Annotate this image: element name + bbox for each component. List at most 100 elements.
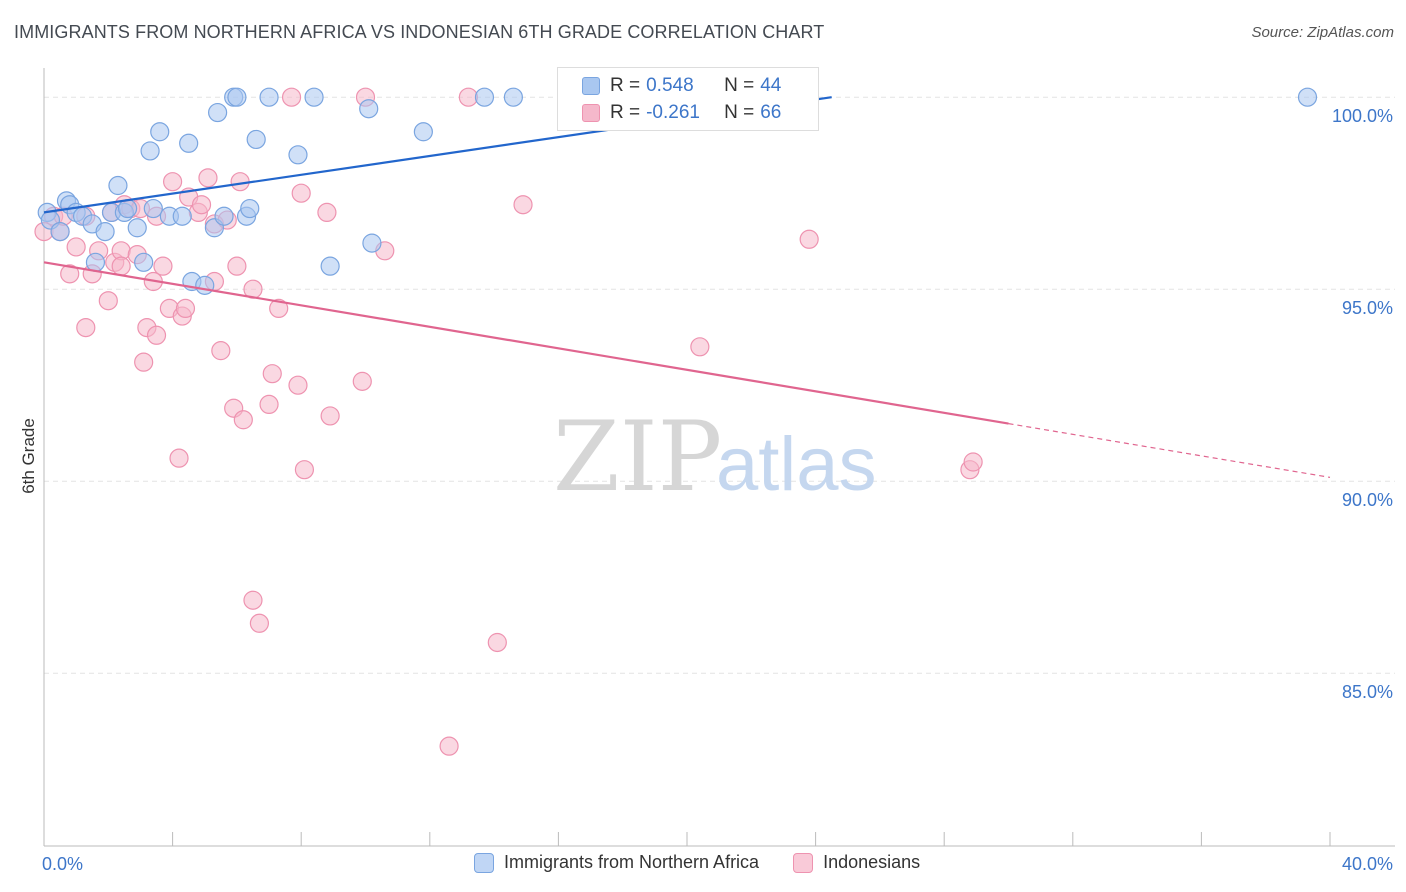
point-immigrants: [143, 198, 163, 219]
point-indonesians: [317, 202, 337, 222]
y-axis-title: 6th Grade: [19, 418, 38, 494]
point-indonesians: [230, 172, 250, 192]
point-indonesians: [66, 237, 86, 257]
x-tick-label-min: 0.0%: [42, 854, 83, 874]
axis-labels: 100.0% 95.0% 90.0% 85.0% 0.0% 40.0% 6th Grade: [19, 106, 1393, 874]
point-immigrants: [179, 133, 199, 153]
point-immigrants: [227, 87, 247, 107]
legend-n-label: N =: [724, 102, 755, 123]
watermark-atlas: atlas: [716, 422, 877, 507]
point-immigrants: [134, 252, 154, 272]
legend-row-blue: R = 0.548 N = 44: [582, 74, 781, 98]
point-immigrants: [108, 175, 128, 196]
y-tick-label: 100.0%: [1332, 106, 1393, 126]
point-indonesians: [281, 87, 302, 107]
y-tick-label: 90.0%: [1342, 490, 1393, 510]
point-indonesians: [690, 337, 710, 357]
point-immigrants: [503, 87, 523, 107]
legend-blue-r: 0.548: [646, 75, 694, 96]
point-indonesians: [259, 394, 279, 414]
point-indonesians: [288, 375, 308, 395]
point-immigrants: [95, 222, 115, 242]
trend-line-extension-pink: [1008, 423, 1331, 478]
point-indonesians: [799, 229, 819, 249]
point-indonesians: [249, 613, 270, 633]
point-indonesians: [163, 172, 183, 192]
point-immigrants: [474, 87, 495, 107]
trend-line-pink: [43, 261, 1009, 425]
point-indonesians: [169, 448, 189, 468]
point-indonesians: [352, 371, 372, 391]
point-indonesians: [98, 291, 118, 311]
point-indonesians: [487, 632, 507, 653]
point-immigrants: [359, 99, 379, 119]
point-immigrants: [195, 275, 215, 295]
point-immigrants: [150, 122, 170, 142]
legend-swatch-blue: [582, 77, 600, 95]
y-tick-label: 85.0%: [1342, 682, 1393, 702]
watermark: ZIP atlas: [553, 401, 877, 513]
point-immigrants: [50, 222, 70, 242]
point-indonesians: [963, 452, 983, 472]
point-immigrants: [214, 206, 234, 226]
point-indonesians: [76, 318, 96, 338]
point-indonesians: [227, 256, 247, 276]
legend-swatch-blue: [474, 852, 494, 873]
point-indonesians: [134, 352, 154, 372]
axes: [43, 68, 1395, 847]
point-immigrants: [362, 233, 382, 253]
legend-swatch-pink: [793, 852, 814, 873]
legend-pink-r: -0.261: [646, 102, 700, 123]
point-indonesians: [60, 264, 80, 284]
legend-r-label: R =: [610, 102, 641, 123]
point-indonesians: [269, 298, 289, 318]
point-indonesians: [513, 195, 533, 215]
point-indonesians: [320, 406, 340, 426]
point-immigrants: [246, 129, 266, 150]
chart-title: IMMIGRANTS FROM NORTHERN AFRICA VS INDON…: [14, 22, 825, 42]
point-indonesians: [262, 364, 282, 384]
legend-n-label: N =: [724, 75, 755, 96]
point-immigrants: [413, 122, 433, 142]
legend-label-indonesians: Indonesians: [823, 852, 921, 872]
source-label: Source: ZipAtlas.com: [1251, 24, 1394, 41]
point-immigrants: [117, 198, 138, 219]
point-immigrants: [208, 102, 228, 123]
point-immigrants: [1297, 87, 1318, 107]
point-indonesians: [111, 256, 131, 276]
legend-row-pink: R = -0.261 N = 66: [582, 101, 781, 125]
point-indonesians: [153, 256, 173, 276]
point-indonesians: [191, 195, 212, 215]
point-indonesians: [233, 410, 253, 430]
point-immigrants: [127, 218, 147, 238]
watermark-zip: ZIP: [553, 401, 722, 513]
point-immigrants: [240, 198, 260, 219]
point-immigrants: [140, 141, 160, 161]
correlation-legend: R = 0.548 N = 44 R = -0.261 N = 66: [557, 67, 819, 131]
point-indonesians: [198, 168, 218, 188]
legend-item-immigrants[interactable]: Immigrants from Northern Africa: [474, 852, 759, 873]
point-indonesians: [243, 590, 263, 610]
point-immigrants: [85, 252, 106, 272]
legend-pink-n: 66: [760, 102, 782, 123]
series-legend: Immigrants from Northern Africa Indonesi…: [474, 852, 954, 873]
point-indonesians: [211, 341, 231, 361]
legend-label-immigrants: Immigrants from Northern Africa: [504, 852, 760, 872]
x-tick-label-max: 40.0%: [1342, 854, 1393, 874]
legend-blue-n: 44: [760, 75, 782, 96]
point-indonesians: [458, 87, 478, 107]
point-indonesians: [439, 736, 459, 756]
point-indonesians: [146, 325, 167, 345]
legend-item-indonesians[interactable]: Indonesians: [793, 852, 920, 873]
point-immigrants: [320, 256, 340, 276]
point-immigrants: [259, 87, 279, 107]
legend-r-label: R =: [610, 75, 641, 96]
legend-swatch-pink: [582, 104, 600, 122]
point-immigrants: [172, 206, 192, 226]
series-immigrants-northern-africa: [37, 87, 1318, 295]
point-indonesians: [175, 298, 196, 318]
point-indonesians: [291, 183, 311, 203]
point-immigrants: [288, 145, 308, 165]
point-indonesians: [294, 460, 315, 480]
